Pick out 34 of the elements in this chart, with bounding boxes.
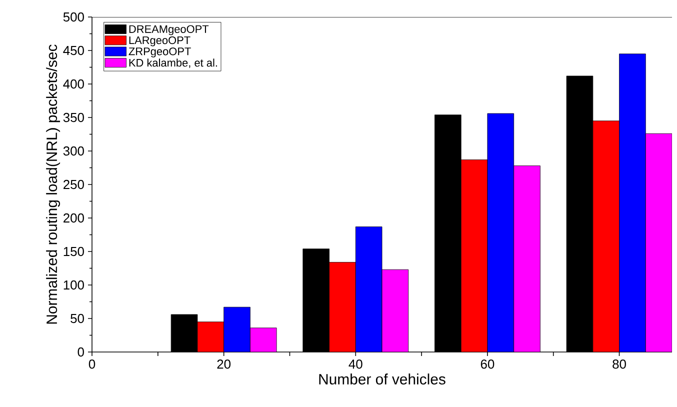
bar: [355, 226, 382, 352]
y-tick-label: 50: [70, 314, 84, 324]
bar: [224, 306, 250, 352]
x-tick-label: 60: [480, 360, 494, 369]
legend-label: KD kalambe, et al.: [129, 58, 217, 68]
y-tick-label: 250: [64, 180, 84, 190]
y-tick-label: 200: [64, 213, 84, 223]
x-tick-label: 0: [88, 360, 96, 369]
bar: [329, 262, 356, 352]
x-tick-label: 20: [217, 360, 231, 369]
y-tick-label: 400: [63, 79, 84, 89]
bar: [619, 54, 646, 352]
bar: [487, 113, 514, 352]
bar: [250, 328, 277, 352]
bar: [460, 160, 488, 352]
legend-label: DREAMgeoOPT: [129, 25, 209, 36]
y-tick-label: 300: [63, 146, 84, 156]
y-axis-title: Normalized routing load(NRL) packets/sec: [46, 44, 60, 324]
bar: [382, 269, 409, 352]
bar: [197, 322, 224, 352]
bar: [592, 120, 620, 352]
y-tick-label: 0: [78, 347, 84, 357]
legend-label: ZRPgeoOPT: [128, 47, 191, 58]
x-axis-title: Number of vehicles: [319, 374, 446, 384]
legend-label: LARgeoOPT: [129, 36, 190, 46]
bar: [514, 166, 540, 352]
x-tick-label: 40: [348, 360, 362, 369]
y-tick-label: 150: [64, 246, 84, 256]
y-tick-label: 100: [64, 280, 84, 290]
y-tick-label: 450: [63, 46, 84, 56]
y-tick-label: 500: [63, 12, 84, 22]
x-tick-label: 80: [612, 360, 626, 369]
y-tick-label: 350: [63, 112, 84, 122]
bar: [645, 133, 672, 352]
